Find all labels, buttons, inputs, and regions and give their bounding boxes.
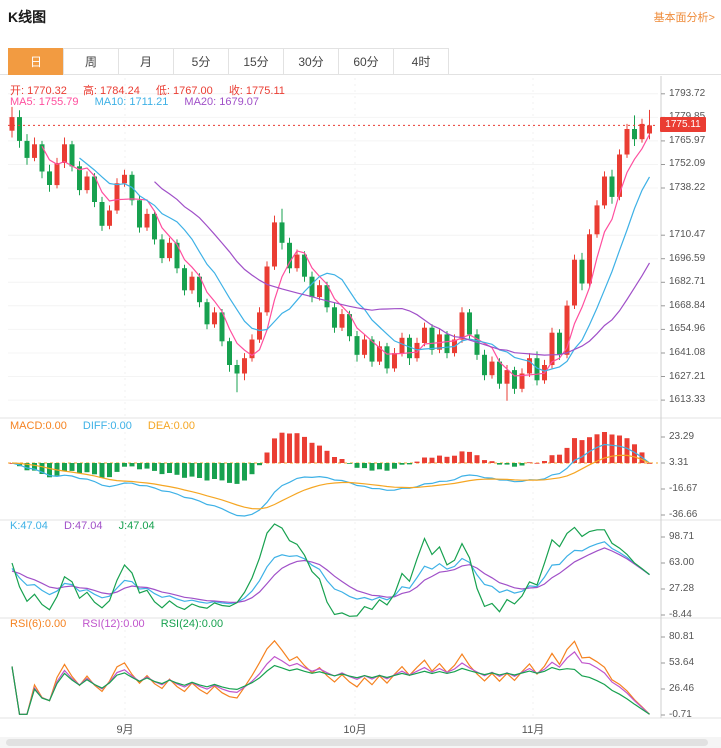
axis-tick-label: 1752.09 [669,158,706,170]
axis-tick-label: 80.81 [669,631,695,642]
axis-tick-label: 1710.47 [669,229,706,241]
axis-tick-label: 53.64 [669,657,695,668]
ohlc-legend: 开: 1770.32 高: 1784.24 低: 1767.00 收: 1775… [10,82,298,98]
x-axis-month-label: 10月 [343,724,367,736]
axis-tick-label: 98.71 [669,531,695,542]
k-value: K:47.04 [10,520,48,532]
chart-scrollbar[interactable] [0,737,721,748]
axis-tick-label: 1793.72 [669,87,706,99]
tab-week[interactable]: 周 [63,48,119,75]
dea-value: DEA:0.00 [147,420,195,432]
ma5-value: MA5: 1755.79 [10,96,79,108]
axis-tick-label: -0.71 [669,709,692,720]
fundamental-analysis-link[interactable]: 基本面分析> [653,12,715,24]
ma10-value: MA10: 1711.21 [94,96,169,108]
rsi6-value: RSI(6):0.00 [10,618,67,630]
axis-tick-label: 1738.22 [669,182,706,194]
tab-month[interactable]: 月 [118,48,174,75]
open-value: 开: 1770.32 [10,85,67,97]
scrollbar-thumb[interactable] [6,739,708,746]
d-value: D:47.04 [63,520,103,532]
axis-tick-label: 1779.85 [669,111,705,122]
header: K线图 基本面分析> [0,0,721,30]
tab-4hour[interactable]: 4时 [393,48,449,75]
axis-tick-label: 1765.97 [669,134,706,146]
axis-tick-label: 1627.21 [669,370,706,382]
axis-tick-label: 3.31 [669,457,689,468]
tab-30min[interactable]: 30分 [283,48,339,75]
tab-60min[interactable]: 60分 [338,48,394,75]
axis-tick-label: 1641.08 [669,346,706,358]
tab-5min[interactable]: 5分 [173,48,229,75]
rsi12-value: RSI(12):0.00 [82,618,145,630]
current-price-tag: 1775.11 [660,117,706,133]
axis-tick-label: -36.66 [669,509,698,520]
axis-tick-label: -16.67 [669,483,698,494]
macd-legend: MACD:0.00 DIFF:0.00 DEA:0.00 [10,420,208,432]
axis-tick-label: 1613.33 [669,394,706,406]
axis-tick-label: 1682.71 [669,276,706,288]
axis-tick-label: 1696.59 [669,252,706,264]
axis-tick-label: 23.29 [669,431,695,442]
rsi-legend: RSI(6):0.00 RSI(12):0.00 RSI(24):0.00 [10,618,236,630]
diff-value: DIFF:0.00 [82,420,132,432]
page-title: K线图 [8,9,47,25]
tab-day[interactable]: 日 [8,48,64,75]
high-value: 高: 1784.24 [82,85,140,97]
x-axis-month-label: 11月 [521,724,545,736]
close-value: 收: 1775.11 [228,85,285,97]
axis-tick-label: 63.00 [669,557,695,568]
tab-15min[interactable]: 15分 [228,48,284,75]
timeframe-tabs: 日 周 月 5分 15分 30分 60分 4时 [0,48,721,75]
rsi24-value: RSI(24):0.00 [160,618,224,630]
axis-tick-label: 1668.84 [669,299,706,311]
axis-tick-label: 26.46 [669,683,695,694]
macd-value: MACD:0.00 [10,420,67,432]
axis-tick-label: 27.28 [669,583,695,594]
ma20-value: MA20: 1679.07 [184,96,260,108]
ma-legend: MA5: 1755.79 MA10: 1711.21 MA20: 1679.07 [10,96,272,108]
axis-tick-label: -8.44 [669,609,692,620]
low-value: 低: 1767.00 [155,85,213,97]
kdj-legend: K:47.04 D:47.04 J:47.04 [10,520,168,532]
j-value: J:47.04 [118,520,155,532]
x-axis-month-label: 9月 [116,724,134,736]
axis-tick-label: 1654.96 [669,323,706,335]
